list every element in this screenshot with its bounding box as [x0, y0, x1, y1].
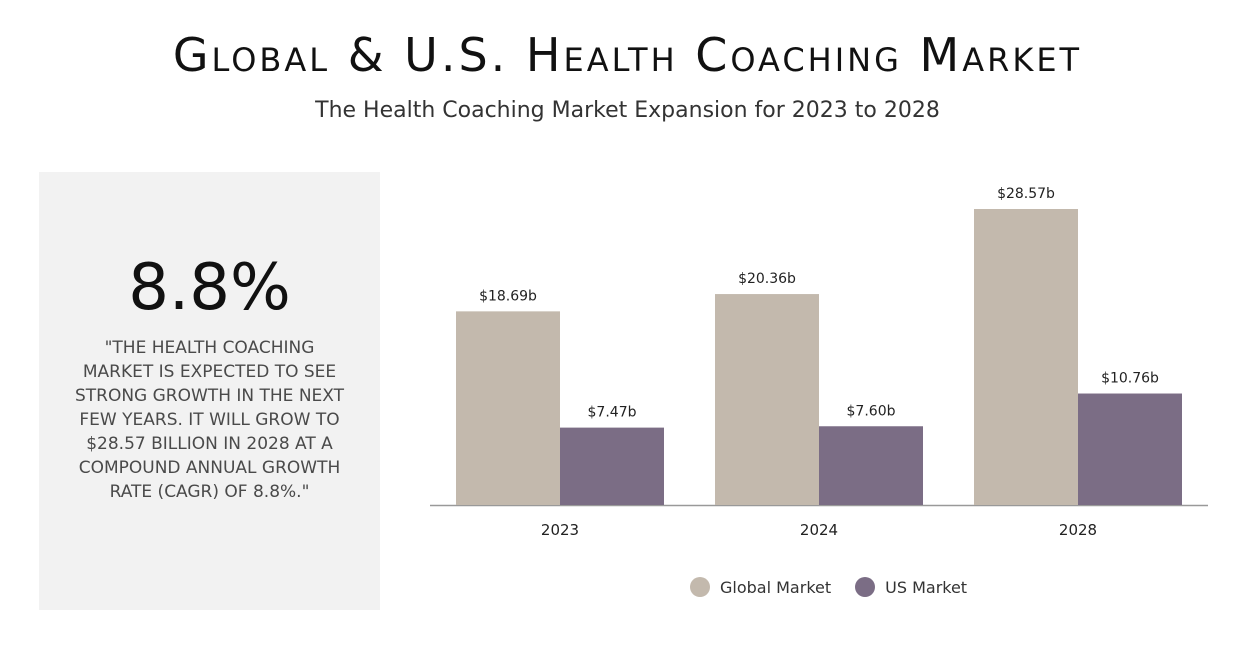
- chart-legend: Global Market US Market: [690, 575, 991, 599]
- bar-global-2024: [715, 294, 819, 505]
- cagr-quote: "The health coaching market is expected …: [74, 338, 345, 502]
- page-title: Global & U.S. Health Coaching Market: [172, 28, 1083, 82]
- legend-label-us: US Market: [885, 577, 968, 597]
- x-tick-label-2028: 2028: [1059, 521, 1097, 539]
- data-label-global-2028: $28.57b: [997, 186, 1055, 202]
- bar-us-2028: [1078, 393, 1182, 505]
- data-label-global-2024: $20.36b: [738, 271, 796, 287]
- bar-global-2028: [974, 209, 1078, 505]
- x-tick-label-2024: 2024: [800, 521, 838, 539]
- data-label-us-2023: $7.47b: [588, 405, 637, 421]
- bar-us-2023: [560, 427, 664, 505]
- data-label-us-2024: $7.60b: [847, 403, 896, 419]
- bar-us-2024: [819, 426, 923, 505]
- legend-label-global: Global Market: [720, 577, 832, 597]
- cagr-value: 8.8%: [128, 251, 291, 325]
- legend-item-us: US Market: [855, 577, 967, 597]
- page-subtitle: The Health Coaching Market Expansion for…: [315, 98, 940, 123]
- x-tick-label-2023: 2023: [541, 521, 579, 539]
- cagr-stat-panel: 8.8% "The health coaching market is expe…: [39, 172, 380, 610]
- bar-global-2023: [456, 311, 560, 505]
- data-label-global-2023: $18.69b: [479, 288, 537, 304]
- legend-swatch-us: [855, 577, 876, 597]
- legend-swatch-global: [690, 577, 710, 597]
- data-label-us-2028: $10.76b: [1101, 371, 1159, 387]
- legend-item-global: Global Market: [690, 577, 831, 597]
